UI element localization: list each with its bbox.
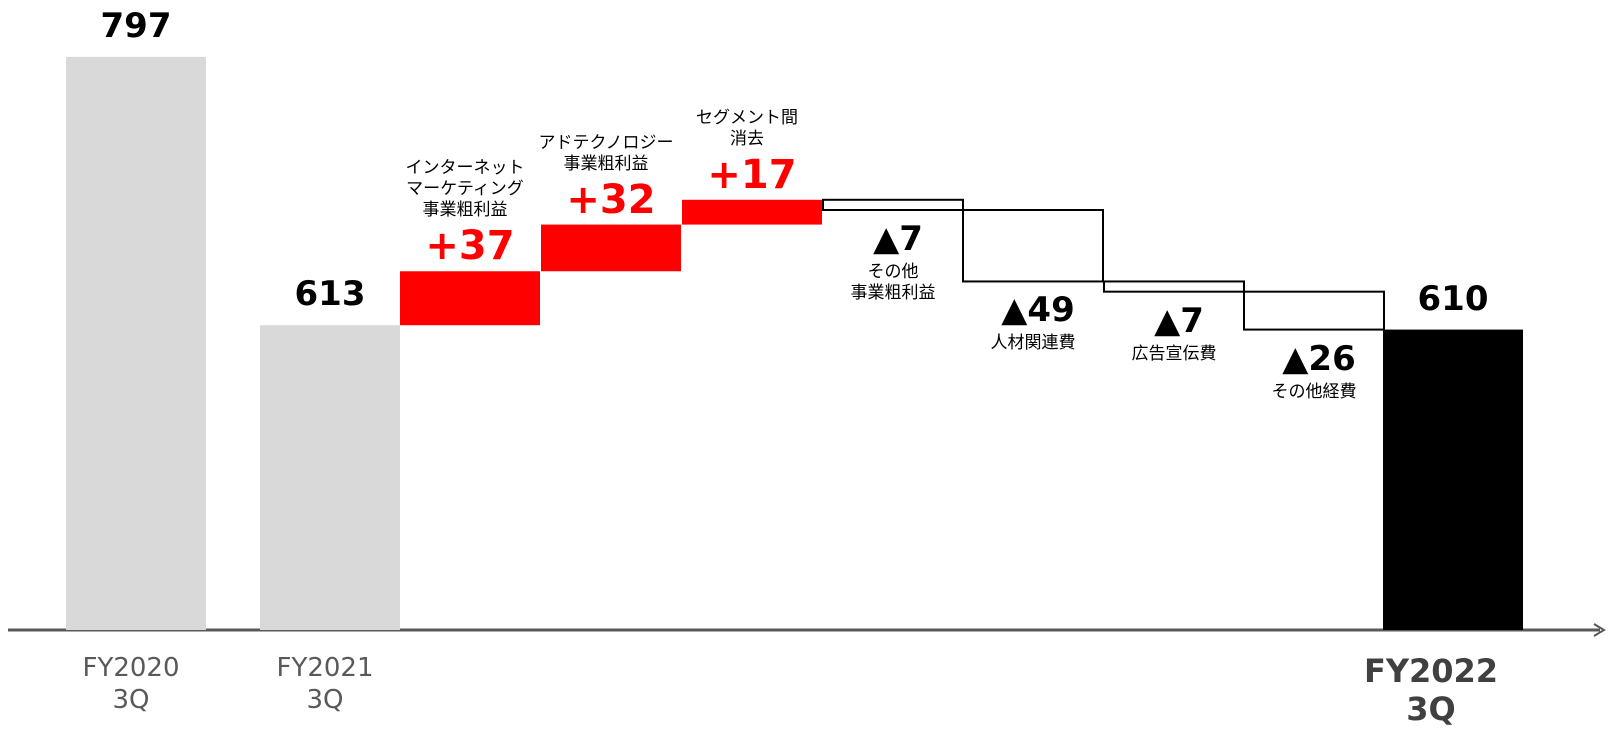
value-label: +32 xyxy=(566,176,656,223)
x-tick-label: FY2021 3Q xyxy=(276,653,374,715)
category-label: インターネット マーケティング 事業粗利益 xyxy=(405,158,525,221)
bar xyxy=(682,199,822,225)
category-label: その他経費 xyxy=(1271,381,1357,402)
bar xyxy=(541,224,681,272)
bar xyxy=(260,325,400,630)
category-label: アドテクノロジー 事業粗利益 xyxy=(538,132,674,174)
value-label: ▲49 xyxy=(1001,290,1075,331)
bar xyxy=(400,271,540,326)
value-label: +37 xyxy=(425,223,515,270)
value-label: +17 xyxy=(707,151,797,198)
bar xyxy=(1243,290,1385,331)
value-label: ▲7 xyxy=(1154,300,1204,341)
x-tick-label: FY2022 3Q xyxy=(1363,652,1499,728)
value-label: ▲26 xyxy=(1282,338,1356,379)
axis-arrow xyxy=(1593,623,1606,637)
value-label: ▲7 xyxy=(873,219,923,259)
category-label: 広告宣伝費 xyxy=(1131,343,1217,364)
value-label: 797 xyxy=(100,5,172,46)
bar xyxy=(66,56,206,630)
category-label: その他 事業粗利益 xyxy=(850,262,936,303)
bar xyxy=(1383,329,1523,630)
bar xyxy=(822,198,964,212)
value-label: 613 xyxy=(294,274,366,315)
value-label: 610 xyxy=(1417,278,1489,319)
x-tick-label: FY2020 3Q xyxy=(82,653,180,715)
bar xyxy=(1103,280,1245,293)
category-label: セグメント間 消去 xyxy=(696,107,798,149)
category-label: 人材関連費 xyxy=(990,333,1076,354)
bar xyxy=(962,209,1104,283)
